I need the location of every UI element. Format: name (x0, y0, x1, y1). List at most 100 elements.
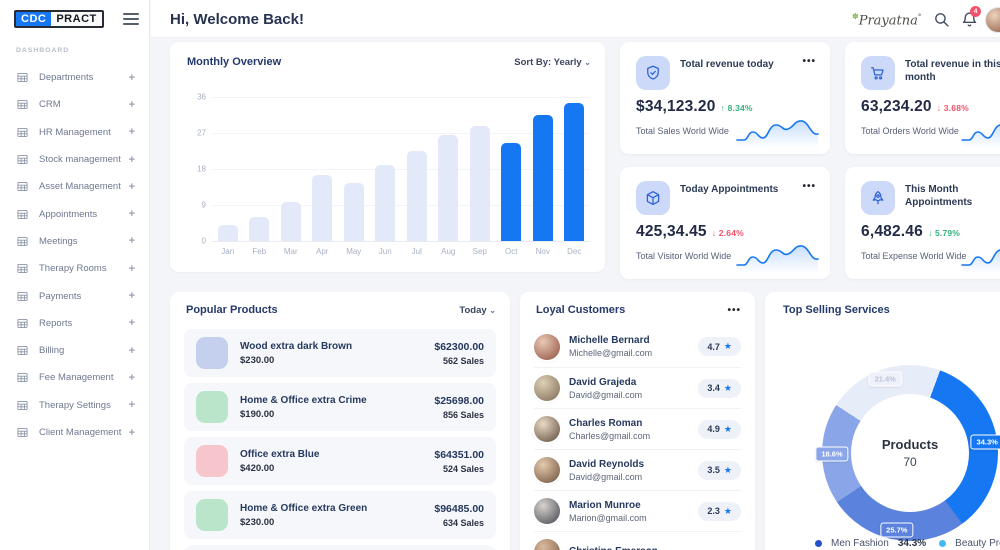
star-icon: ★ (723, 464, 732, 475)
slice-label: 34.3% (970, 434, 1000, 450)
expand-plus-icon[interactable]: + (128, 317, 135, 330)
top-selling-services-card: Top Selling Services Sort By: Products 7… (765, 292, 1000, 550)
bar-mar[interactable] (280, 202, 301, 241)
customer-row[interactable]: Marion Munroe Marion@gmail.com 2.3 ★ (534, 490, 741, 531)
grid-icon (17, 73, 28, 83)
sidebar-item-reports[interactable]: Reports + (0, 310, 149, 337)
product-row[interactable]: Home & Office extra Green $230.00 $96485.0… (184, 491, 496, 539)
sidebar-item-stock-management[interactable]: Stock management + (0, 146, 149, 173)
stat-card-package: Today Appointments ••• 425,34.45 ↓ 2.64% Tot… (620, 167, 830, 279)
stat-delta: ↓ 2.64% (711, 228, 744, 238)
sidebar-item-label: Billing (39, 345, 65, 357)
stat-subtitle: Total Orders World Wide (861, 126, 959, 136)
services-donut-chart: Products 70 34.3% 25.7% 18.6% 21.4% (765, 320, 1000, 541)
bar-oct[interactable] (501, 143, 522, 241)
sidebar-item-crm[interactable]: CRM + (0, 91, 149, 118)
bar-nov[interactable] (532, 115, 553, 241)
product-row[interactable]: Office extra Blue $420.00 $64351.00 524 Sal… (184, 437, 496, 485)
customer-name: David Reynolds (569, 458, 645, 470)
products-filter-dropdown[interactable]: Today ⌄ (459, 304, 496, 316)
stat-more-menu[interactable]: ••• (802, 181, 816, 192)
donut-center: Products 70 (851, 394, 969, 512)
bar-jun[interactable] (375, 165, 396, 241)
expand-plus-icon[interactable]: + (128, 344, 135, 357)
sidebar-item-payments[interactable]: Payments + (0, 282, 149, 309)
bar-aug[interactable] (438, 135, 459, 241)
x-axis-label: Feb (252, 247, 267, 256)
sidebar-item-meetings[interactable]: Meetings + (0, 228, 149, 255)
expand-plus-icon[interactable]: + (128, 371, 135, 384)
expand-plus-icon[interactable]: + (128, 153, 135, 166)
grid-icon (17, 400, 28, 410)
customer-rating: 3.5 ★ (698, 460, 741, 480)
expand-plus-icon[interactable]: + (128, 126, 135, 139)
search-icon[interactable] (933, 11, 950, 28)
expand-plus-icon[interactable]: + (128, 208, 135, 221)
expand-plus-icon[interactable]: + (128, 399, 135, 412)
sidebar-item-billing[interactable]: Billing + (0, 337, 149, 364)
bar-apr[interactable] (312, 175, 333, 241)
customer-row[interactable]: Charles Roman Charles@gmail.com 4.9 ★ (534, 408, 741, 449)
popular-products-title: Popular Products (186, 304, 278, 316)
expand-plus-icon[interactable]: + (128, 98, 135, 111)
sidebar-item-therapy-rooms[interactable]: Therapy Rooms + (0, 255, 149, 282)
customer-rating: 4.9 ★ (698, 419, 741, 439)
star-icon: ★ (723, 382, 732, 393)
customer-row[interactable]: David Grajeda David@gmail.com 3.4 ★ (534, 367, 741, 408)
expand-plus-icon[interactable]: + (128, 235, 135, 248)
bar-feb[interactable] (249, 217, 270, 241)
expand-plus-icon[interactable]: + (128, 180, 135, 193)
sidebar-item-label: Client Management (39, 427, 122, 438)
notifications-bell-icon[interactable] (961, 11, 978, 28)
sidebar-item-label: Therapy Settings (39, 399, 111, 411)
bar-jul[interactable] (406, 151, 427, 241)
bar-jan[interactable] (217, 225, 238, 241)
customer-email: Michelle@gmail.com (569, 348, 653, 358)
product-swatch (196, 499, 228, 531)
legend-label: Beauty Products (955, 538, 1000, 549)
grid-icon (17, 127, 28, 137)
customer-row[interactable]: Michelle Bernard Michelle@gmail.com 4.7 ★ (534, 326, 741, 367)
gridline (212, 169, 590, 170)
customer-row[interactable]: Christina Emerson (534, 531, 741, 550)
sidebar-section-label: DASHBOARD (16, 47, 70, 54)
hamburger-menu-icon[interactable] (123, 13, 139, 25)
sidebar-item-departments[interactable]: Departments + (0, 64, 149, 91)
stat-more-menu[interactable]: ••• (802, 56, 816, 67)
expand-plus-icon[interactable]: + (128, 290, 135, 303)
rating-value: 3.5 (707, 465, 720, 475)
customer-row[interactable]: David Reynolds David@gmail.com 3.5 ★ (534, 449, 741, 490)
customer-rating: 3.4 ★ (698, 378, 741, 398)
product-row[interactable]: Home & Office extra Crime $190.00 $25698.0… (184, 383, 496, 431)
overview-sort-dropdown[interactable]: Sort By: Yearly ⌄ (514, 56, 591, 68)
loyal-customers-title: Loyal Customers (536, 304, 626, 316)
sidebar-item-asset-management[interactable]: Asset Management + (0, 173, 149, 200)
slice-label: 18.6% (815, 446, 849, 462)
sidebar-item-client-management[interactable]: Client Management + (0, 419, 149, 446)
grid-icon (17, 182, 28, 192)
sidebar-item-fee-management[interactable]: Fee Management + (0, 364, 149, 391)
sidebar-item-therapy-settings[interactable]: Therapy Settings + (0, 392, 149, 419)
product-name: Wood extra dark Brown (240, 340, 353, 352)
customers-more-menu[interactable]: ••• (727, 304, 741, 316)
grid-icon (17, 346, 28, 356)
expand-plus-icon[interactable]: + (128, 71, 135, 84)
product-sales: 856 Sales (442, 409, 484, 420)
product-sales: 634 Sales (442, 517, 484, 528)
sidebar-item-label: Asset Management (39, 181, 121, 193)
bar-dec[interactable] (564, 103, 585, 241)
product-name: Home & Office extra Green (240, 502, 368, 514)
sidebar-item-hr-management[interactable]: HR Management + (0, 119, 149, 146)
rocket-icon (861, 181, 895, 215)
bar-may[interactable] (343, 183, 364, 241)
bar-sep[interactable] (469, 126, 490, 241)
product-row[interactable]: Wood extra dark Brown $230.00 $62300.00 562… (184, 329, 496, 377)
app-logo[interactable]: CDC PRACT (14, 10, 104, 28)
product-row[interactable] (184, 545, 496, 550)
expand-plus-icon[interactable]: + (128, 262, 135, 275)
stat-sparkline (959, 239, 1000, 273)
sidebar-item-appointments[interactable]: Appointments + (0, 200, 149, 227)
expand-plus-icon[interactable]: + (128, 426, 135, 439)
customer-avatar (534, 416, 560, 442)
stat-title: Today Appointments (680, 184, 779, 195)
